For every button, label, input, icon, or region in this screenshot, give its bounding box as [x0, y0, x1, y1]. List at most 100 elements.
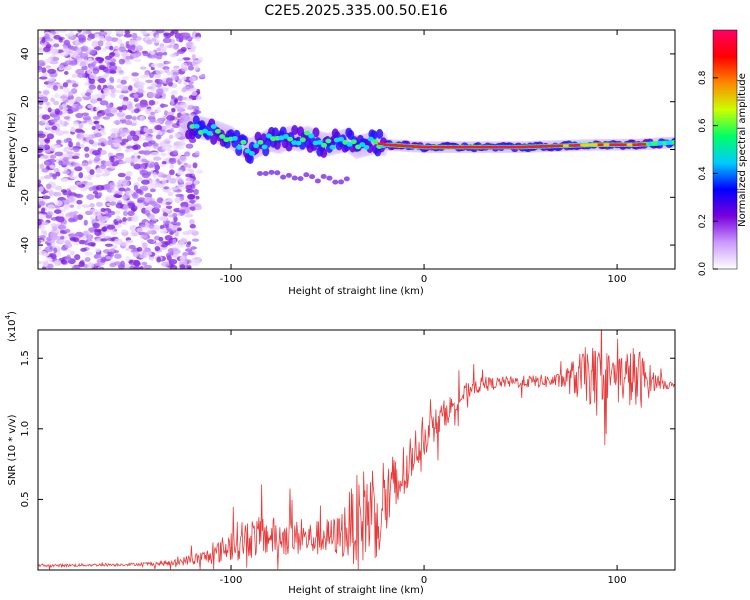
spectrogram-noise-blob [38, 235, 46, 239]
spectrogram-noise-blob [163, 45, 169, 49]
spectrogram-ridge-point [287, 136, 294, 142]
spectrogram-noise-blob [139, 115, 146, 122]
spectrogram-noise-blob [82, 115, 91, 121]
spectrogram-noise-blob [161, 128, 167, 135]
spectrogram-ridge-core [377, 142, 386, 146]
spectrogram-noise-blob [166, 174, 172, 180]
spectrogram-noise-blob [112, 244, 118, 249]
spectrogram-streak [320, 174, 327, 180]
spectrogram-noise-blob [75, 181, 82, 186]
spectrogram-noise-blob [121, 138, 129, 143]
spectrogram-noise-blob [66, 254, 71, 261]
spectrogram-noise-blob [97, 266, 105, 269]
spectrogram-noise-blob [58, 64, 65, 69]
spectrogram-noise-blob [109, 201, 117, 206]
spectrogram-noise-blob [191, 260, 200, 267]
spectrogram-ridge-point [350, 139, 357, 145]
spectrogram-y-tick-label: 0 [20, 146, 31, 152]
spectrogram-ridge-core [557, 144, 566, 148]
spectrogram-noise-blob [142, 242, 148, 249]
spectrogram-noise-blob [102, 47, 107, 52]
spectrogram-noise-blob [45, 183, 52, 190]
spectrogram-noise-blob [96, 57, 105, 62]
spectrogram-noise-blob [110, 92, 116, 99]
spectrogram-streak [256, 171, 263, 177]
spectrogram-noise-blob [133, 97, 139, 103]
spectrogram-noise-blob [102, 116, 111, 120]
spectrogram-ridge-core [528, 145, 537, 149]
spectrogram-noise-blob [148, 72, 155, 78]
spectrogram-noise-blob [60, 51, 69, 57]
spectrogram-noise-blob [44, 38, 54, 42]
spectrogram-noise-blob [175, 193, 184, 198]
spectrogram-noise-blob [109, 155, 115, 162]
spectrogram-noise-blob [38, 47, 42, 51]
spectrogram-noise-blob [179, 264, 186, 269]
spectrogram-ridge-point [236, 144, 243, 150]
spectrogram-noise-blob [179, 102, 188, 109]
spectrogram-noise-blob [136, 202, 146, 208]
spectrogram-ridge-core [574, 144, 583, 147]
spectrogram-noise-blob [97, 191, 103, 197]
spectrogram-noise-blob [154, 125, 163, 131]
spectrogram-noise-blob [122, 217, 127, 223]
spectrogram-noise-blob [137, 231, 146, 236]
spectrogram-noise-blob [191, 91, 198, 96]
spectrogram-noise-blob [88, 139, 94, 145]
spectrogram-ridge-point [295, 140, 302, 146]
spectrogram-noise-blob [142, 30, 148, 36]
spectrogram-noise-blob [176, 241, 186, 248]
spectrogram-noise-blob [104, 170, 111, 176]
spectrogram-noise-blob [109, 45, 114, 51]
spectrogram-noise-blob [90, 208, 98, 213]
spectrogram-ridge-point [355, 144, 362, 150]
spectrogram-noise-blob [71, 74, 78, 78]
spectrogram-ridge-core [591, 143, 600, 147]
spectrogram-noise-blob [182, 57, 191, 61]
spectrogram-noise-blob [60, 189, 68, 193]
spectrogram-ridge-point [206, 130, 213, 136]
spectrogram-noise-blob [76, 205, 82, 210]
spectrogram-noise-blob [98, 77, 106, 84]
spectrogram-ridge-point [282, 134, 289, 139]
spectrogram-ridge-point [219, 134, 226, 139]
spectrogram-noise-blob [80, 247, 87, 252]
spectrogram-ridge-point [240, 139, 247, 145]
spectrogram-noise-blob [38, 201, 46, 206]
spectrogram-noise-blob [89, 216, 95, 220]
spectrogram-noise-blob [92, 67, 100, 75]
spectrogram-noise-blob [69, 30, 74, 37]
spectrogram-ridge-core [493, 145, 502, 149]
spectrogram-noise-blob [70, 46, 78, 51]
spectrogram-noise-blob [135, 189, 143, 194]
spectrogram-band [291, 125, 299, 136]
spectrogram-noise-blob [166, 30, 172, 33]
spectrogram-noise-blob [120, 53, 130, 57]
spectrogram-ridge-core [423, 145, 432, 149]
spectrogram-noise-blob [160, 151, 165, 157]
spectrogram-noise-blob [123, 33, 133, 38]
spectrogram-noise-blob [155, 30, 165, 34]
colorbar-ticks: 0.0 0.2 0.4 0.6 0.8 [698, 70, 718, 276]
spectrogram-noise-blob [53, 43, 60, 48]
spectrogram-noise-blob [195, 150, 200, 156]
spectrogram-noise-blob [110, 58, 117, 63]
spectrogram-noise-blob [170, 94, 175, 100]
spectrogram-ridge-point [359, 142, 366, 147]
spectrogram-noise-blob [156, 256, 161, 263]
spectrogram-noise-blob [131, 77, 140, 82]
snr-frame [37, 329, 676, 571]
spectrogram-band [246, 154, 254, 165]
spectrogram-noise-blob [168, 134, 174, 140]
spectrogram-noise-blob [176, 221, 181, 226]
spectrogram-noise-blob [176, 169, 184, 176]
spectrogram-noise-blob [191, 105, 199, 110]
spectrogram-noise-blob [166, 38, 172, 43]
spectrogram-noise-blob [76, 199, 83, 205]
spectrogram-noise-blob [145, 39, 153, 45]
spectrogram-noise-blob [125, 171, 133, 177]
spectrogram-ridge-core [568, 144, 577, 147]
spectrogram-noise-blob [163, 110, 169, 117]
spectrogram-noise-blob [38, 219, 42, 226]
spectrogram-noise-blob [38, 60, 46, 67]
